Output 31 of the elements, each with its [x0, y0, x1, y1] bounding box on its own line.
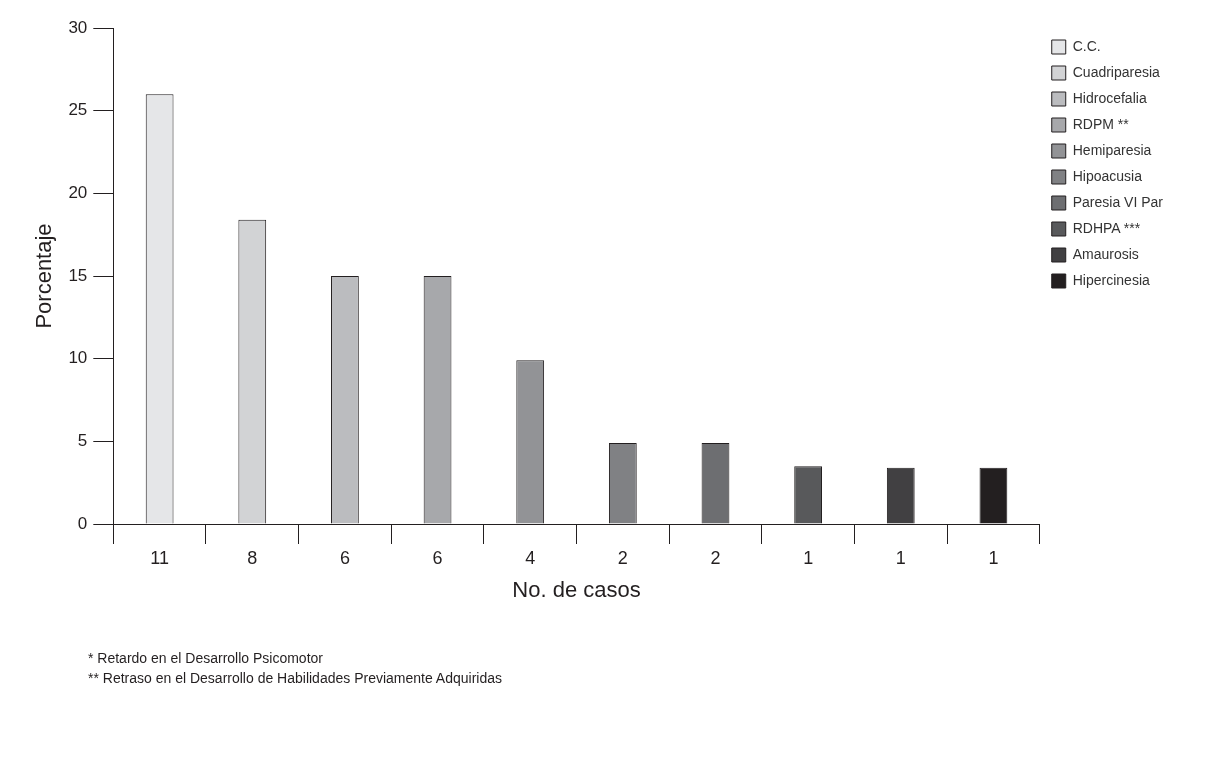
y-tick-label: 20: [68, 183, 88, 203]
x-tick-label: 2: [617, 547, 628, 568]
x-tick-label: 6: [432, 547, 443, 568]
x-tick-label: 1: [895, 547, 906, 568]
x-axis-title: No. de casos: [512, 576, 641, 602]
legend-label: RDPM **: [1072, 115, 1130, 132]
legend-label: Hemiparesia: [1072, 141, 1152, 158]
y-tick-label: 15: [68, 265, 88, 285]
legend-label: Cuadriparesia: [1072, 63, 1161, 80]
legend-label: Hipoacusia: [1072, 167, 1143, 184]
legend-label: Hidrocefalia: [1072, 89, 1147, 106]
x-tick-label: 6: [339, 547, 350, 568]
x-tick-label: 2: [710, 547, 721, 568]
y-axis-title: Porcentaje: [31, 223, 57, 329]
legend-label: Hipercinesia: [1072, 271, 1150, 288]
text: ** Retraso en el Desarrollo de Habilidades Previamente Adquiridas: [88, 669, 503, 688]
x-tick-label: 4: [525, 547, 536, 568]
text: * Retardo en el Desarrollo Psicomotor: [88, 649, 324, 668]
y-tick-label: 25: [68, 100, 88, 120]
legend-label: C.C.: [1072, 37, 1101, 54]
legend-label: Amaurosis: [1072, 245, 1139, 262]
x-tick-label: 1: [803, 547, 814, 568]
x-tick-label: 11: [150, 547, 169, 568]
x-tick-label: 8: [247, 547, 258, 568]
y-tick-label: 0: [77, 513, 88, 533]
y-tick-label: 30: [68, 17, 88, 37]
y-tick-label: 10: [68, 348, 88, 368]
x-tick-label: 1: [988, 547, 999, 568]
legend-label: Paresia VI Par: [1072, 193, 1164, 210]
y-tick-label: 5: [77, 431, 88, 451]
legend-label: RDHPA ***: [1072, 219, 1141, 236]
